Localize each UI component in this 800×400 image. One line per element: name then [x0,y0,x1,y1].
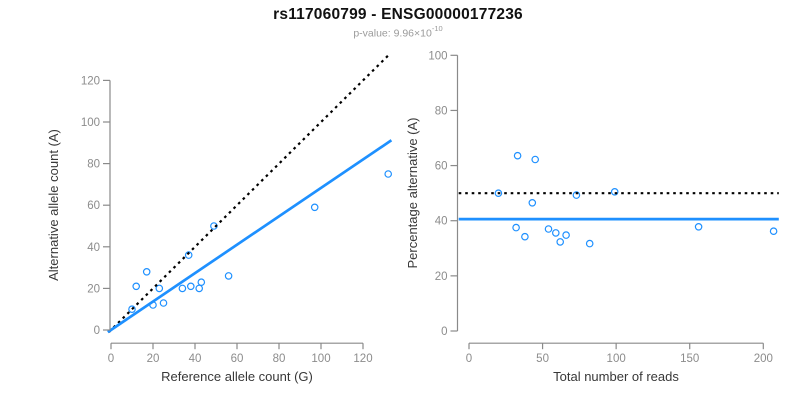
data-point [195,284,204,293]
data-point [132,282,141,291]
x-tick-label: 50 [536,353,549,365]
y-tick-label: 60 [435,161,448,173]
x-tick-label: 40 [189,353,202,365]
y-tick-label: 80 [87,159,100,171]
data-point [128,305,136,314]
data-point [556,238,565,246]
y-tick-label: 40 [87,242,100,254]
y-tick-label: 0 [441,326,447,338]
data-point [384,170,393,178]
x-tick-label: 100 [311,353,330,365]
x-tick-label: 150 [680,353,699,365]
data-point [197,278,206,287]
data-point [610,188,619,196]
x-axis-title: Reference allele count (G) [161,369,313,384]
data-point [572,191,581,199]
y-axis-title: Alternative allele count (A) [46,129,61,281]
x-tick-label: 0 [466,353,472,365]
y-tick-label: 20 [435,271,448,283]
data-point [159,299,168,307]
data-point [769,227,778,236]
x-tick-label: 60 [231,353,244,365]
x-tick-label: 100 [607,353,626,365]
regression-line [107,139,393,334]
y-tick-label: 60 [87,200,100,212]
data-point [531,155,540,164]
data-point [178,284,187,293]
x-tick-label: 0 [108,353,114,365]
data-point [494,189,503,198]
data-point [512,223,520,232]
data-point [544,225,553,233]
pvalue-exponent: -10 [431,24,443,33]
y-tick-label: 100 [428,50,447,62]
data-point [521,232,529,241]
y-tick-label: 0 [94,325,100,337]
y-tick-label: 120 [81,75,100,87]
data-point [224,272,233,280]
data-point [562,231,570,239]
y-tick-label: 40 [435,216,448,228]
data-point [142,267,151,276]
y-tick-label: 100 [81,117,100,129]
data-point [585,239,594,248]
data-point [310,203,319,212]
x-tick-label: 200 [754,353,773,365]
data-point [513,151,522,160]
y-tick-label: 80 [435,105,448,117]
data-point [694,223,703,231]
y-axis-title: Percentage alternative (A) [405,117,420,268]
data-point [184,251,193,259]
data-point [528,199,537,207]
data-point [155,284,164,293]
x-tick-label: 20 [147,353,160,365]
y-tick-label: 20 [87,283,100,295]
x-tick-label: 80 [273,353,286,365]
identity-line [108,52,392,333]
figure-subtitle: p-value: 9.96×10-10 [0,24,796,40]
x-tick-label: 120 [353,353,372,365]
pvalue-text: p-value: 9.96×10 [353,27,432,40]
figure-title: rs117060799 - ENSG00000177236 [273,6,523,23]
data-point [551,229,560,237]
data-point [187,282,195,291]
x-axis-title: Total number of reads [553,369,679,384]
